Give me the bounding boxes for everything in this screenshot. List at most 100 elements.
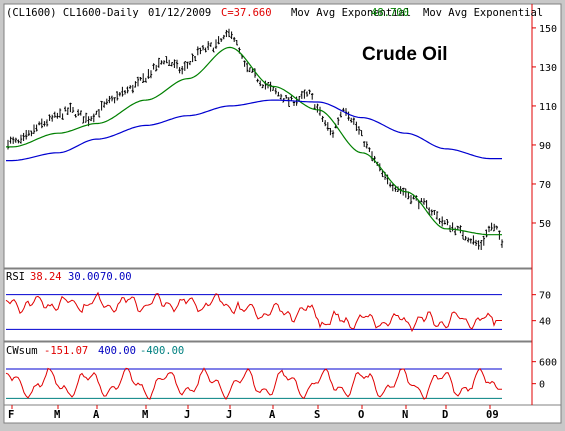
price-bar	[485, 229, 488, 238]
price-bar	[155, 64, 158, 72]
price-bar	[360, 129, 363, 137]
date-tick-label: J	[226, 409, 232, 421]
price-bar	[329, 127, 332, 136]
price-bar	[152, 63, 155, 70]
price-bar	[292, 101, 296, 106]
price-bar	[303, 89, 306, 99]
price-bar	[77, 109, 80, 117]
price-bar	[482, 235, 485, 246]
price-bar	[363, 141, 366, 147]
price-bar	[196, 46, 199, 56]
date-tick-label: 09	[486, 409, 499, 421]
date-axis-strip	[3, 404, 562, 424]
price-bar	[308, 89, 311, 95]
price-bar	[162, 60, 166, 65]
price-bar	[425, 200, 428, 209]
price-bar	[25, 129, 28, 140]
price-tick-label: 130	[539, 63, 557, 74]
price-bar	[222, 34, 225, 40]
price-bar	[246, 62, 249, 73]
price-bar	[394, 186, 397, 192]
rsi-label: RSI	[6, 271, 25, 283]
price-bar	[175, 59, 179, 69]
price-bar	[58, 108, 62, 118]
price-bar	[53, 111, 56, 118]
symbol-label: (CL1600) CL1600-Daily	[6, 7, 139, 19]
price-bar	[95, 110, 98, 115]
price-bar	[136, 76, 140, 87]
reference-lines	[6, 294, 502, 399]
price-bar	[118, 91, 121, 97]
price-bar	[194, 55, 197, 62]
price-bar	[160, 60, 163, 65]
price-bar	[438, 218, 441, 224]
price-bar	[9, 136, 12, 144]
price-bar	[454, 227, 457, 236]
price-bar	[97, 109, 101, 118]
price-tick-label: 90	[539, 141, 551, 152]
price-bar	[300, 90, 303, 99]
price-bar	[103, 101, 106, 108]
price-bar	[487, 225, 491, 233]
price-bar	[126, 86, 129, 94]
price-bar	[316, 103, 319, 113]
price-bar	[373, 155, 376, 163]
price-bar	[259, 80, 262, 87]
price-bar	[253, 68, 257, 78]
price-bar	[100, 100, 103, 111]
price-bar	[74, 114, 77, 118]
date-tick-label: M	[142, 409, 148, 421]
date-tick-label: J	[184, 409, 190, 421]
rsi-value: 38.24	[30, 271, 62, 283]
price-bar	[45, 119, 49, 127]
price-bar	[199, 47, 202, 55]
price-bar	[116, 91, 119, 101]
price-bar	[214, 39, 218, 49]
price-bar	[352, 117, 355, 125]
price-bar	[285, 94, 288, 99]
price-bar	[168, 59, 171, 66]
ma2-value: 48.700	[371, 7, 409, 19]
price-bar	[56, 112, 59, 119]
price-bar	[326, 122, 329, 131]
price-bar	[134, 81, 137, 88]
rsi-tick-label: 40	[539, 317, 551, 328]
cwsum-lower-value: -400.00	[140, 345, 184, 357]
price-bar	[277, 91, 280, 97]
price-bar	[38, 121, 41, 126]
price-bar	[443, 220, 446, 225]
price-bar	[40, 118, 43, 129]
price-bar	[235, 40, 238, 46]
price-bar	[139, 76, 142, 81]
price-bar	[69, 102, 72, 113]
axis-labels: 150 130 110 90 70 50 70 40 600 0 F M A M J J A S O N D 09	[8, 24, 557, 421]
price-bar	[17, 139, 20, 144]
ma2-label: Mov Avg Exponential	[423, 7, 543, 19]
price-bar	[12, 136, 15, 144]
price-bar	[500, 239, 504, 248]
price-bar	[165, 56, 168, 64]
date-label: 01/12/2009	[148, 7, 211, 19]
price-bar	[220, 38, 223, 42]
price-bar	[32, 124, 36, 134]
date-tick-label: M	[54, 409, 60, 421]
ma1-label: Mov Avg Exponential	[291, 7, 411, 19]
cwsum-value: -151.07	[44, 345, 88, 357]
price-bar	[110, 95, 114, 102]
price-bar	[441, 216, 444, 227]
price-bar	[230, 31, 233, 40]
price-bar	[420, 197, 423, 203]
price-bar	[321, 115, 324, 123]
cwsum-tick-label: 600	[539, 358, 557, 369]
price-bar	[469, 238, 472, 244]
price-bar	[35, 124, 38, 132]
price-bar	[27, 130, 30, 136]
close-label: C=37.660	[221, 7, 272, 19]
price-bar	[305, 91, 309, 97]
price-bar	[157, 57, 160, 68]
price-bar	[105, 98, 108, 105]
price-bar	[422, 198, 426, 205]
price-bar	[186, 61, 189, 69]
price-bar	[430, 209, 433, 216]
